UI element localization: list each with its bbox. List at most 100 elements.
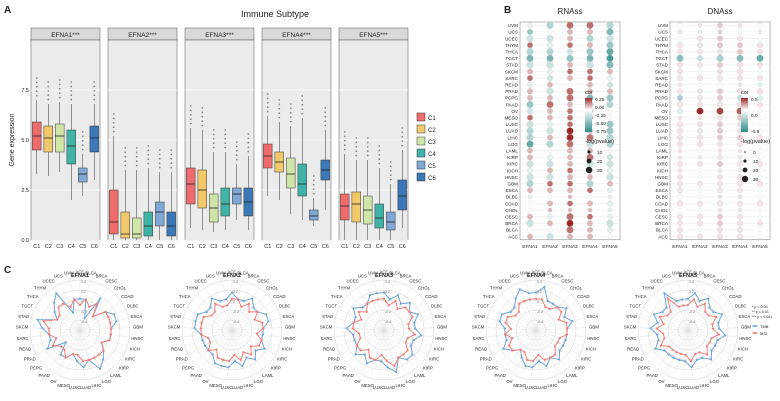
dot [737, 220, 743, 227]
outlier-point [355, 141, 358, 144]
radar-point [394, 299, 397, 303]
radar-point [359, 337, 362, 340]
outlier-point [389, 174, 392, 177]
dot [676, 54, 684, 62]
dot [717, 148, 723, 153]
radar-point [199, 327, 202, 330]
radar-spoke [182, 329, 233, 338]
radar-point [658, 315, 661, 319]
dot [606, 219, 614, 227]
radar-point [666, 297, 669, 300]
radar-point [498, 320, 501, 323]
radar-axis-label: LAML [262, 373, 274, 378]
dot [566, 134, 574, 142]
radar-point [663, 337, 666, 340]
box-C3 [55, 123, 65, 153]
radar-point [51, 344, 55, 347]
radar-axis-label: STAD [170, 314, 181, 319]
radar-point [242, 299, 245, 303]
outlier-point [266, 110, 269, 113]
outlier-point [93, 85, 96, 88]
radar-axis-label: GBM [589, 325, 599, 330]
dot [697, 155, 703, 160]
radar-axis-label: LUAD [384, 385, 395, 390]
x-tick-label: C5 [156, 244, 163, 250]
radar-series-tmb [499, 286, 574, 368]
dot [757, 148, 763, 153]
radar-axis-label: READ [627, 346, 639, 351]
radar-axis-label: THYM [490, 286, 503, 291]
y-tick-label: ESCA [505, 188, 518, 193]
radar-point [561, 344, 565, 347]
radar-point [548, 307, 551, 311]
y-tick-label: DLBC [656, 195, 669, 200]
radar-point [351, 327, 354, 330]
radar-ring-label: 0.4 [689, 280, 694, 284]
radar-spoke [231, 318, 281, 331]
radar-spoke [334, 327, 385, 331]
outlier-point [135, 164, 138, 167]
dot [717, 168, 723, 173]
radar-ring-label: 0 [81, 300, 83, 304]
dot [757, 29, 763, 34]
radar-point [53, 310, 56, 313]
radar-point [417, 313, 420, 316]
outlier-point [278, 99, 281, 101]
radar-point [693, 292, 697, 295]
outlier-point [212, 129, 215, 131]
dot [717, 200, 723, 207]
x-tick-label: C1 [264, 244, 271, 250]
radar-point [511, 337, 514, 340]
outlier-point [235, 154, 238, 157]
radar-point [60, 345, 63, 348]
radar-axis-label: KICH [434, 346, 444, 351]
radar-axis-label: ESCA [739, 314, 751, 319]
radar-point [194, 320, 197, 323]
y-tick-label: OV [511, 109, 519, 114]
radar-axis-label: READ [171, 346, 183, 351]
dot [527, 29, 533, 35]
y-tick-label: KICH [657, 168, 668, 173]
radar-point [388, 298, 392, 301]
outlier-point [301, 112, 304, 115]
x-tick-label: C5 [387, 244, 394, 250]
radar-spoke [383, 329, 422, 363]
dot [757, 234, 763, 239]
facet-4: EFNA4*** C1 C2 C3 C4 C5 C6 [261, 27, 332, 250]
y-tick-label: CESC [505, 215, 518, 220]
facet-title: EFNA2*** [128, 32, 157, 39]
dot [526, 48, 534, 56]
dot [547, 208, 553, 213]
radar-spoke [535, 327, 586, 331]
radar-point [710, 337, 713, 340]
radar-point [55, 292, 58, 295]
dot [737, 29, 743, 34]
radar-spoke [535, 329, 586, 338]
radar-axis-label: ESCA [587, 314, 599, 319]
dot [697, 188, 703, 193]
radar-point [528, 298, 532, 301]
radar-point [649, 327, 652, 330]
outlier-point [212, 137, 215, 140]
radar-point [678, 358, 681, 362]
outlier-point [289, 120, 292, 123]
radar-axis-label: BRCA [96, 274, 108, 279]
dot [757, 94, 763, 101]
radar-spoke [383, 329, 389, 380]
radar-point [78, 297, 82, 300]
y-tick-label: UCEC [655, 36, 669, 41]
radar-axis-label: LGG [710, 379, 720, 384]
dot [757, 122, 763, 127]
dot [717, 141, 723, 148]
radar-axis-label: COAD [121, 294, 133, 299]
dot [677, 174, 683, 181]
dot [607, 88, 613, 95]
legend-series-label: MSI [760, 331, 767, 336]
facet-3: EFNA3*** C1 C2 C3 C4 C5 C6 [184, 27, 255, 250]
y-tick-label: BRCA [505, 221, 519, 226]
radar-ring-label: -0.2 [81, 310, 87, 314]
facet-5: EFNA5*** C1 C2 C3 C4 C5 C6 [338, 27, 409, 250]
dot [757, 101, 763, 108]
radar-spoke [660, 287, 689, 331]
radar-axis-label: LUAD [688, 385, 699, 390]
